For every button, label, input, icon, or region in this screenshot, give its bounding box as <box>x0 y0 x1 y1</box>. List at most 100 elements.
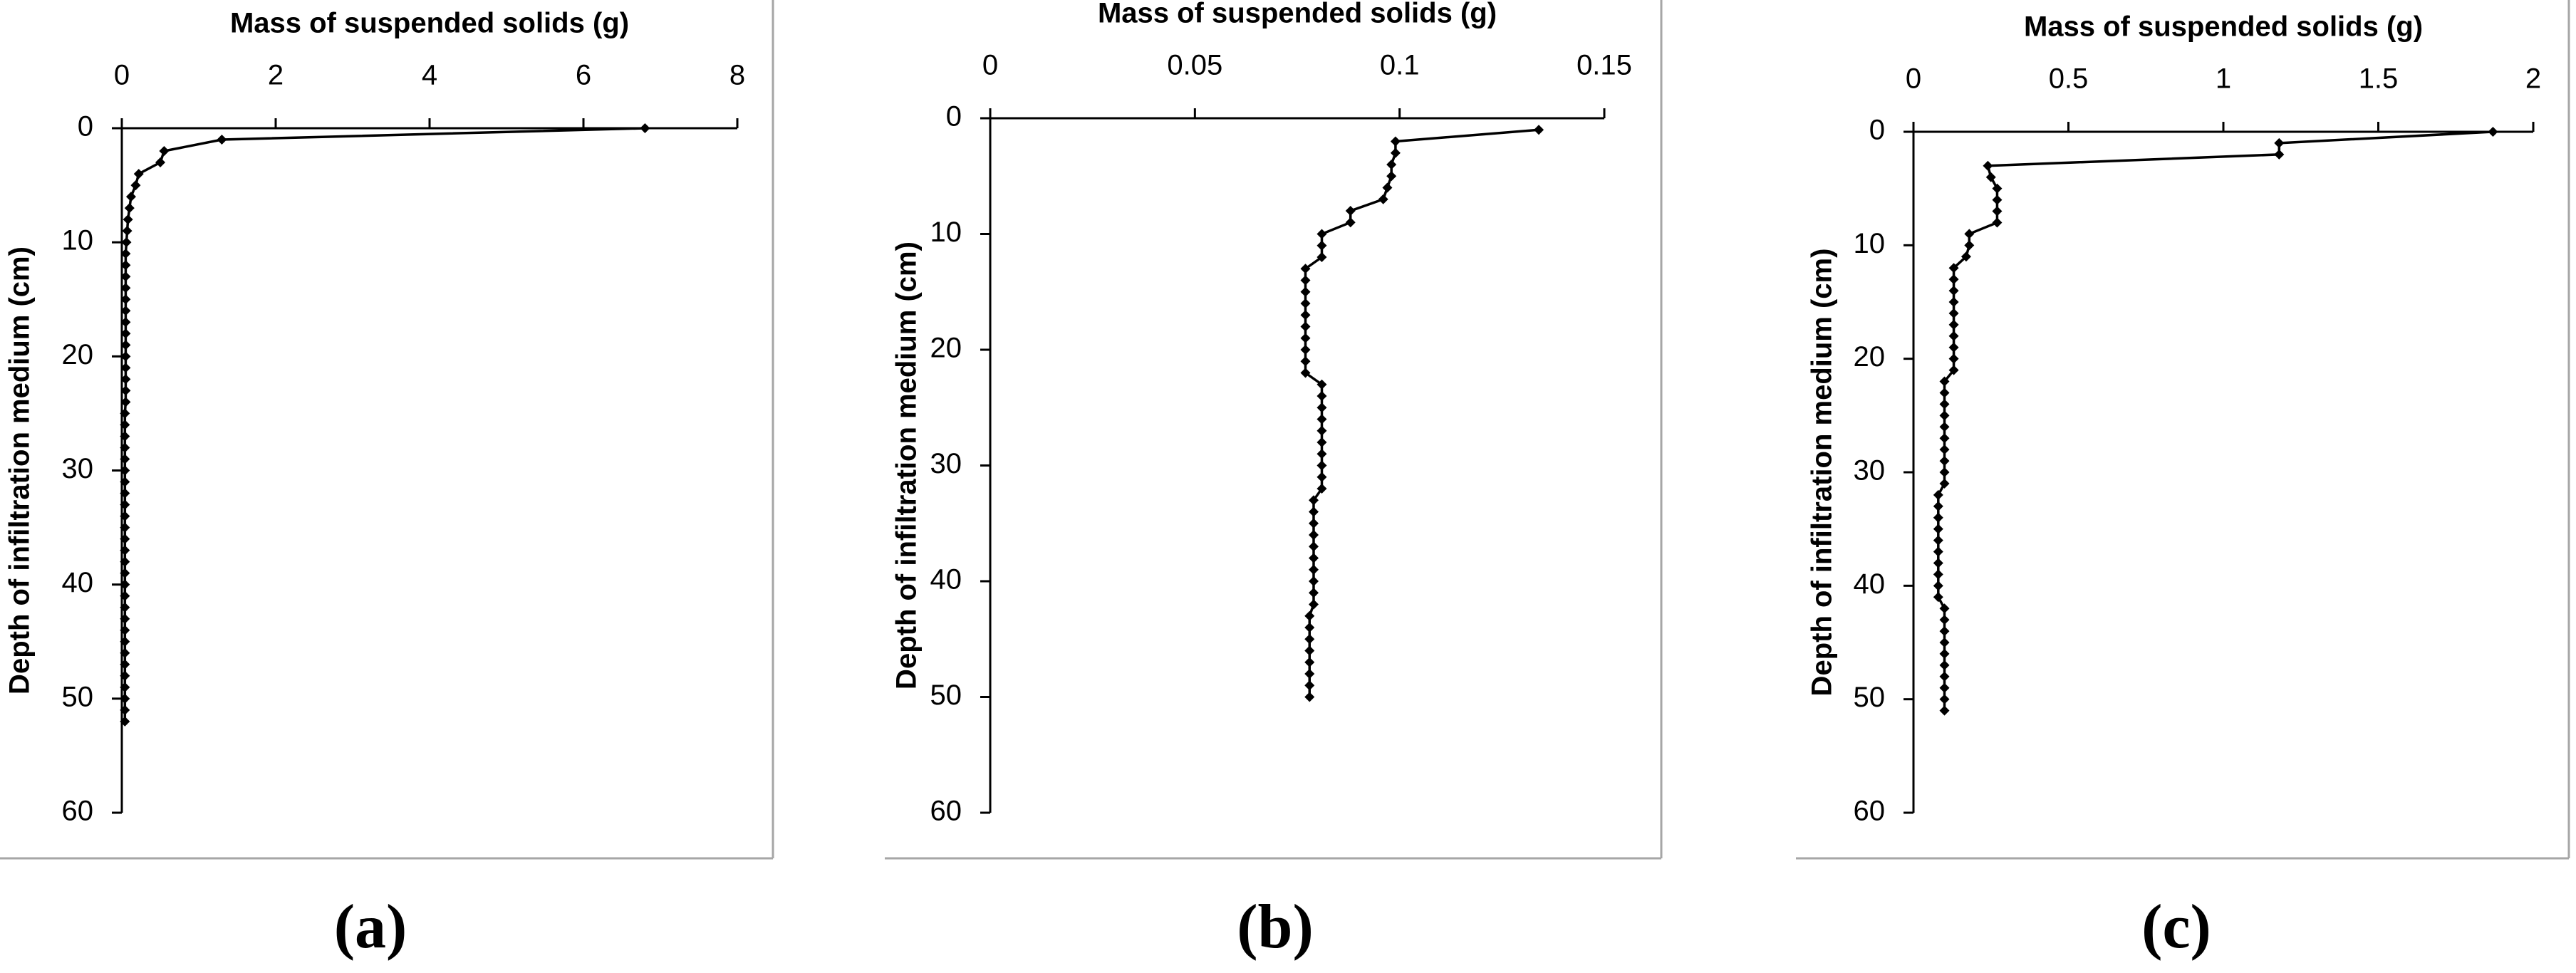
data-point <box>1939 467 1950 477</box>
x-axis-title: Mass of suspended solids (g) <box>2024 11 2423 43</box>
data-point <box>640 123 650 133</box>
data-point <box>120 340 131 350</box>
x-tick-label: 0.15 <box>1577 50 1632 81</box>
data-point <box>1948 297 1959 307</box>
data-point <box>1300 298 1311 308</box>
y-tick-label: 50 <box>1854 682 1886 713</box>
y-tick-label: 50 <box>930 680 962 711</box>
data-point <box>1345 206 1356 216</box>
data-point <box>1939 433 1950 444</box>
data-point <box>1304 657 1315 667</box>
data-point <box>133 169 144 179</box>
data-point <box>1939 410 1950 421</box>
data-point <box>155 157 165 168</box>
data-point <box>1939 694 1950 704</box>
data-point <box>1316 391 1327 401</box>
data-point <box>1960 251 1971 262</box>
data-point <box>1939 648 1950 659</box>
data-point <box>1300 333 1311 343</box>
y-tick-label: 20 <box>62 339 94 370</box>
data-point <box>1308 518 1319 529</box>
data-point <box>1316 379 1327 390</box>
data-point <box>1933 546 1943 557</box>
data-point <box>1378 194 1388 204</box>
y-tick-label: 40 <box>1854 568 1886 600</box>
data-point <box>1316 449 1327 459</box>
data-point <box>124 203 135 214</box>
x-tick-label: 0.05 <box>1167 50 1222 81</box>
data-point <box>120 590 130 601</box>
data-point <box>120 522 130 533</box>
x-tick-label: 0.5 <box>2049 63 2089 95</box>
data-point <box>1382 182 1393 193</box>
data-point <box>120 477 130 487</box>
y-tick-label: 10 <box>930 217 962 248</box>
caption: (c) <box>2141 893 2211 962</box>
data-point <box>120 545 130 556</box>
data-point <box>120 670 130 681</box>
data-point <box>120 283 131 293</box>
data-point <box>120 408 130 419</box>
data-point <box>1390 136 1401 147</box>
data-point <box>120 374 131 385</box>
data-point <box>1985 172 1996 182</box>
data-point <box>1948 286 1959 296</box>
data-point <box>1308 588 1319 598</box>
data-point <box>1939 387 1950 398</box>
data-point <box>1939 399 1950 410</box>
data-point <box>1933 501 1943 511</box>
data-point <box>1964 240 1975 251</box>
y-tick-label: 20 <box>1854 341 1886 373</box>
y-axis-title: Depth of infiltration medium (cm) <box>891 241 923 690</box>
data-point <box>2274 149 2285 160</box>
data-point <box>1304 623 1315 633</box>
data-point <box>1939 456 1950 467</box>
data-point <box>1948 308 1959 318</box>
data-point <box>1534 125 1544 135</box>
data-point <box>1939 444 1950 455</box>
data-point <box>120 579 130 590</box>
data-point <box>1933 592 1943 603</box>
data-point <box>1933 569 1943 580</box>
data-point <box>120 659 130 670</box>
y-tick-label: 10 <box>62 225 94 256</box>
data-point <box>120 249 131 259</box>
data-point <box>123 214 133 225</box>
data-point <box>120 693 130 704</box>
x-tick-label: 0 <box>1906 63 1921 95</box>
x-tick-label: 2 <box>2525 63 2541 95</box>
y-tick-label: 40 <box>62 567 94 598</box>
data-point <box>1316 240 1327 251</box>
data-point <box>120 568 130 578</box>
data-point <box>1304 692 1315 702</box>
data-point <box>217 135 227 145</box>
data-point <box>120 328 131 339</box>
data-point <box>1300 286 1311 297</box>
data-point <box>120 636 130 647</box>
data-point <box>120 385 131 396</box>
data-point <box>1948 353 1959 364</box>
data-point <box>1939 671 1950 682</box>
y-tick-label: 30 <box>930 448 962 479</box>
data-point <box>1386 160 1397 170</box>
x-axis-title: Mass of suspended solids (g) <box>230 8 629 39</box>
data-point <box>1300 275 1311 286</box>
data-point <box>120 602 130 613</box>
data-point <box>1304 634 1315 645</box>
data-point <box>120 613 130 624</box>
y-tick-label: 60 <box>930 796 962 827</box>
data-point <box>1304 680 1315 691</box>
data-point <box>1308 506 1319 517</box>
data-point <box>121 237 132 248</box>
data-point <box>1308 541 1319 552</box>
data-point <box>1316 425 1327 436</box>
data-point <box>120 499 130 510</box>
data-point <box>1933 558 1943 568</box>
data-point <box>1386 171 1397 182</box>
data-point <box>120 306 131 316</box>
data-point <box>120 716 130 727</box>
data-point <box>1308 599 1319 610</box>
data-point <box>120 511 130 521</box>
data-point <box>1300 321 1311 332</box>
